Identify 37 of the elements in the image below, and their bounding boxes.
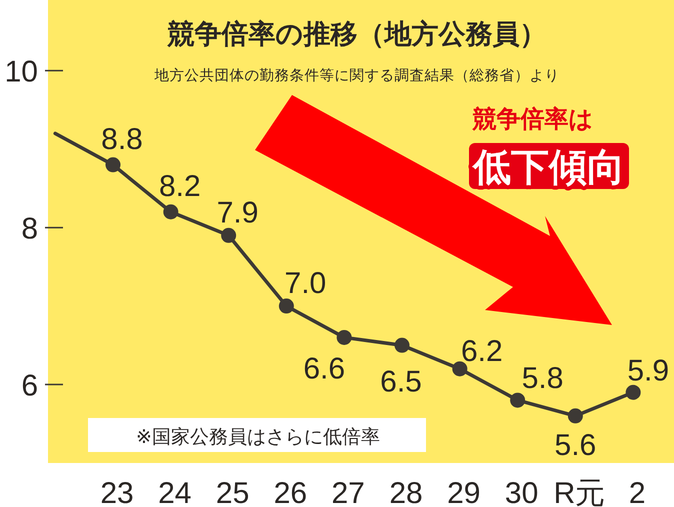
data-label: 6.6 — [303, 352, 346, 386]
point — [221, 228, 236, 243]
annotation: 競争倍率は — [472, 106, 594, 133]
point — [568, 408, 583, 424]
x-tick-label: 28 — [389, 477, 423, 507]
x-tick-label: 2 — [628, 477, 646, 507]
text: 競争倍率の推移（地方公務員） — [166, 19, 546, 49]
x-tick-label: 24 — [158, 477, 192, 507]
text: 地方公共団体の勤務条件等に関する調査結果（総務省）より — [154, 67, 560, 84]
y-tick-label: 8 — [21, 212, 38, 246]
data-label: 5.8 — [522, 362, 564, 396]
point — [394, 338, 410, 353]
data-label: 7.0 — [284, 267, 326, 300]
x-tick-label: 25 — [216, 477, 250, 507]
data-label: 7.9 — [216, 196, 258, 230]
point — [336, 330, 352, 345]
point — [510, 392, 526, 408]
data-label: 5.6 — [554, 428, 596, 462]
data-label: 5.9 — [627, 354, 670, 388]
annotation: ※国家公務員はさらに低倍率 — [136, 426, 380, 448]
x-tick-label: 27 — [332, 477, 365, 507]
point — [452, 361, 468, 376]
data-label: 8.2 — [158, 170, 201, 203]
point — [106, 157, 120, 172]
x-tick-label: 30 — [504, 477, 538, 507]
x-tick-label: 29 — [447, 477, 480, 507]
x-tick-label: R元 — [554, 477, 606, 507]
point — [278, 298, 294, 314]
data-label: 8.8 — [101, 122, 143, 156]
x-tick-label: 23 — [100, 477, 134, 507]
data-label: 6.5 — [380, 365, 422, 398]
y-tick-label: 6 — [21, 370, 38, 403]
x-tick-label: 26 — [274, 477, 308, 507]
point — [163, 204, 178, 220]
point — [626, 384, 641, 400]
y-tick-label: 10 — [4, 56, 38, 89]
data-label: 6.2 — [460, 334, 503, 368]
